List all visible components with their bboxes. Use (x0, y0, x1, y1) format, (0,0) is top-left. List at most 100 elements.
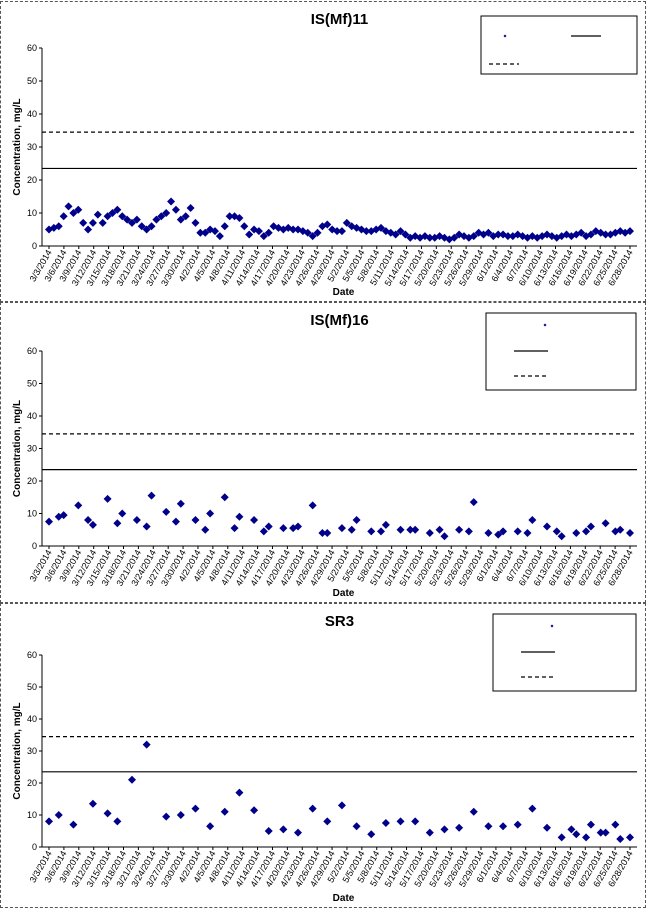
data-point (167, 197, 176, 206)
y-tick-label: 40 (27, 714, 37, 724)
legend-box (480, 15, 638, 75)
y-tick-label: 20 (27, 175, 37, 185)
data-point (206, 822, 215, 831)
y-tick-label: 0 (32, 541, 37, 551)
data-point (611, 820, 620, 829)
data-point (303, 228, 312, 237)
y-tick-label: 30 (27, 444, 37, 454)
y-axis-label: Concentration, mg/L (12, 98, 23, 195)
data-point (176, 499, 185, 508)
data-point (103, 809, 112, 818)
data-point (469, 498, 478, 507)
data-point (74, 205, 83, 214)
y-tick-label: 50 (27, 682, 37, 692)
data-point (206, 509, 215, 518)
data-point (396, 817, 405, 826)
chart-title: IS(Mf)11 (311, 11, 369, 28)
y-axis-label: Concentration, mg/L (12, 702, 23, 799)
data-point (294, 828, 302, 837)
data-point (162, 507, 171, 516)
data-point (215, 232, 224, 241)
data-point (84, 225, 93, 234)
data-point (157, 212, 166, 221)
y-tick-label: 50 (27, 76, 37, 86)
data-point (425, 828, 434, 837)
data-point (128, 218, 136, 227)
data-point (494, 230, 503, 239)
data-point (484, 822, 493, 831)
data-point (220, 807, 229, 816)
data-point (279, 524, 288, 533)
data-point (132, 215, 141, 224)
data-point (469, 232, 478, 241)
data-point (103, 212, 112, 221)
data-point (142, 225, 151, 234)
data-point (45, 517, 53, 526)
data-point (367, 527, 376, 536)
chart-panel-1: IS(Mf)11 0 10 20 30 40 50 60 3/3/2014 3/6/2014 3/9… (0, 1, 646, 302)
data-point (201, 228, 210, 237)
data-point (362, 227, 371, 236)
data-point (499, 822, 508, 831)
data-point (220, 222, 229, 231)
legend-marker (543, 323, 547, 327)
y-tick-label: 30 (27, 746, 37, 756)
data-point (54, 811, 63, 819)
x-axis-label: Date (333, 287, 355, 298)
data-point (171, 517, 180, 526)
data-point (367, 830, 376, 839)
data-point (543, 522, 551, 531)
data-point (626, 833, 634, 842)
data-point (45, 817, 53, 826)
data-point (201, 525, 210, 534)
data-point (308, 804, 317, 813)
y-tick-label: 10 (27, 810, 37, 820)
data-point (484, 529, 493, 537)
data-point (88, 799, 97, 808)
data-point (513, 820, 522, 829)
y-tick-label: 40 (27, 109, 37, 119)
data-point (123, 215, 132, 224)
data-point (250, 225, 259, 234)
data-point (113, 519, 122, 528)
data-point (601, 519, 610, 528)
data-point (503, 232, 512, 241)
data-point (586, 522, 595, 531)
data-point (601, 230, 610, 239)
y-tick-label: 50 (27, 379, 37, 389)
chart-1-svg: IS(Mf)1101020304050603/3/20143/6/20143/9… (12, 11, 638, 298)
legend-box (492, 613, 637, 692)
data-point (425, 529, 434, 537)
y-tick-label: 20 (27, 476, 37, 486)
data-point (103, 494, 112, 503)
data-point (582, 527, 591, 536)
data-point (411, 525, 420, 534)
data-point (455, 823, 464, 832)
data-point (279, 825, 288, 834)
data-point (191, 804, 200, 813)
data-point (235, 512, 244, 521)
data-point (147, 222, 156, 231)
data-point (577, 228, 586, 237)
data-point (191, 516, 200, 524)
data-point (289, 225, 298, 234)
data-point (425, 233, 434, 242)
data-point (142, 522, 151, 531)
data-point (337, 524, 346, 533)
legend-marker (503, 34, 507, 38)
data-point (586, 230, 595, 239)
data-point (464, 527, 473, 536)
data-point (347, 525, 356, 534)
data-point (513, 527, 522, 536)
data-point (118, 509, 127, 518)
data-point (118, 212, 127, 221)
data-point (64, 202, 73, 211)
data-point (69, 209, 78, 217)
data-point (132, 516, 141, 524)
data-point (318, 529, 327, 537)
data-point (337, 227, 346, 236)
data-point (259, 232, 268, 241)
data-point (572, 830, 581, 839)
chart-title: SR3 (325, 613, 354, 630)
data-point (211, 227, 219, 236)
